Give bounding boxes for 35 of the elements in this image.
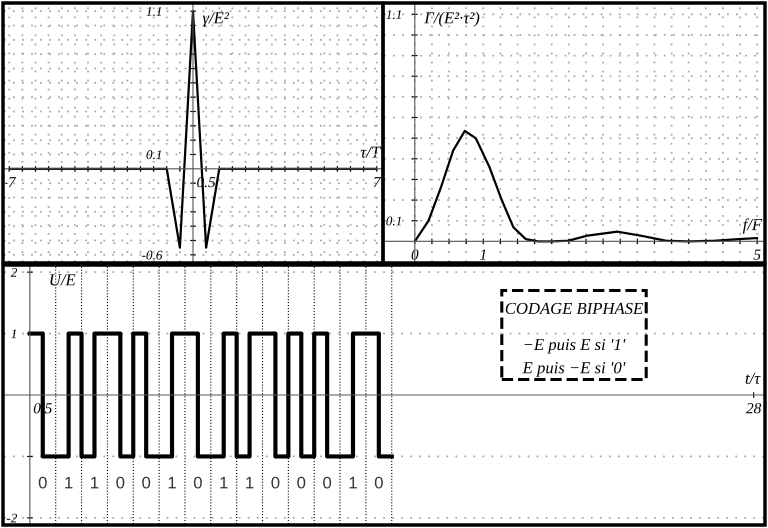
y-tick-label: 0.1	[386, 216, 401, 226]
annotation: 0	[38, 476, 47, 489]
x-tick-label: 5	[754, 250, 761, 260]
x-tick-label: 1	[480, 250, 486, 260]
annotation: 0	[194, 476, 202, 489]
annotation: 1	[220, 476, 228, 488]
annotation: 0	[142, 476, 150, 489]
y-axis-title: Γ/(E²·τ²)	[424, 12, 480, 27]
x-axis-title: τ/T	[360, 146, 382, 158]
annotation: 1	[350, 476, 357, 488]
annotation: 1	[168, 476, 176, 488]
y-tick-label: 1	[11, 329, 16, 338]
annotation: 0	[271, 476, 280, 489]
y-tick-label: -0.6	[142, 250, 162, 260]
x-axis-title: t/τ	[746, 372, 761, 384]
x-axis-title: f/F	[742, 218, 762, 234]
annotation: CODAGE BIPHASE	[506, 302, 643, 314]
x-tick-label: 28	[746, 403, 762, 414]
x-tick-label: 7	[374, 177, 382, 188]
y-axis-title: γ/E²	[202, 12, 230, 27]
y-axis-title: U/E	[50, 274, 76, 286]
annotation: 0	[116, 476, 124, 489]
annotation: 1	[91, 476, 98, 488]
annotation: 0	[297, 476, 306, 489]
y-tick-label: 0.1	[146, 150, 162, 160]
y-tick-label: -2	[6, 514, 18, 522]
annotation: −E puis E si '1'	[524, 338, 626, 354]
annotation: 1	[246, 476, 254, 488]
y-tick-label: 1.1	[386, 10, 401, 20]
y-tick-label: 1.1	[146, 7, 162, 16]
annotation: 0	[323, 476, 332, 489]
y-tick-label: 2	[10, 268, 18, 277]
annotation: E puis −E si '0'	[522, 362, 626, 377]
annotation: 0	[374, 476, 383, 489]
annotation: 1	[65, 476, 72, 488]
